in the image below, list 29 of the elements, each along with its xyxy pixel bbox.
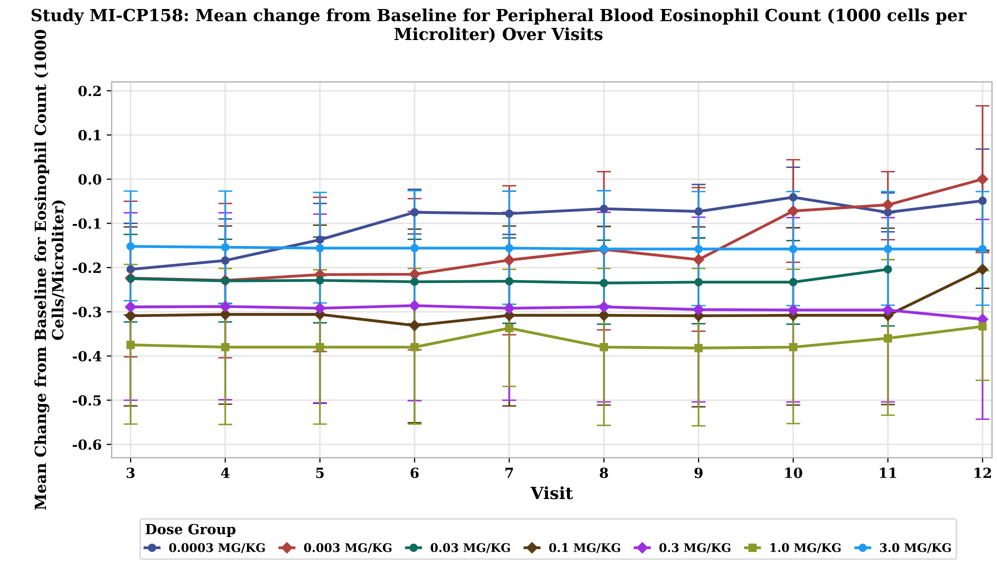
legend-label: 1.0 MG/KG bbox=[770, 543, 841, 554]
x-tick-label: 7 bbox=[506, 468, 513, 478]
y-axis-title: Mean Change from Baseline for Eosinophil Count (1000 Cells/Microliter) bbox=[34, 30, 66, 510]
y-tick-label: -0.2 bbox=[72, 262, 101, 274]
legend-title: Dose Group bbox=[146, 524, 236, 538]
x-tick-label: 6 bbox=[410, 468, 419, 478]
legend-label: 0.03 MG/KG bbox=[430, 543, 510, 554]
legend-label: 0.3 MG/KG bbox=[659, 543, 730, 554]
y-tick-label: 0.2 bbox=[78, 86, 101, 96]
y-tick-label: 0.1 bbox=[78, 130, 101, 140]
legend-label: 3.0 MG/KG bbox=[880, 543, 951, 554]
legend-label: 0.1 MG/KG bbox=[549, 543, 620, 554]
x-tick-label: 4 bbox=[220, 468, 230, 478]
x-tick-label: 11 bbox=[880, 468, 896, 478]
x-axis-title: Visit bbox=[530, 486, 573, 500]
x-tick-label: 9 bbox=[694, 468, 703, 478]
y-tick-label: -0.1 bbox=[72, 218, 101, 229]
y-tick-label: -0.5 bbox=[72, 395, 101, 406]
y-tick-label: -0.3 bbox=[72, 306, 102, 318]
x-tick-label: 10 bbox=[785, 468, 802, 478]
x-tick-label: 8 bbox=[600, 468, 608, 478]
x-tick-label: 12 bbox=[974, 468, 991, 478]
legend-label: 0.0003 MG/KG bbox=[169, 543, 265, 554]
x-tick-label: 3 bbox=[126, 468, 135, 478]
y-tick-label: -0.4 bbox=[72, 350, 102, 362]
legend-label: 0.003 MG/KG bbox=[304, 543, 392, 554]
y-tick-label: -0.6 bbox=[72, 439, 102, 450]
x-tick-label: 5 bbox=[316, 468, 324, 478]
y-tick-label: 0.0 bbox=[78, 174, 102, 185]
